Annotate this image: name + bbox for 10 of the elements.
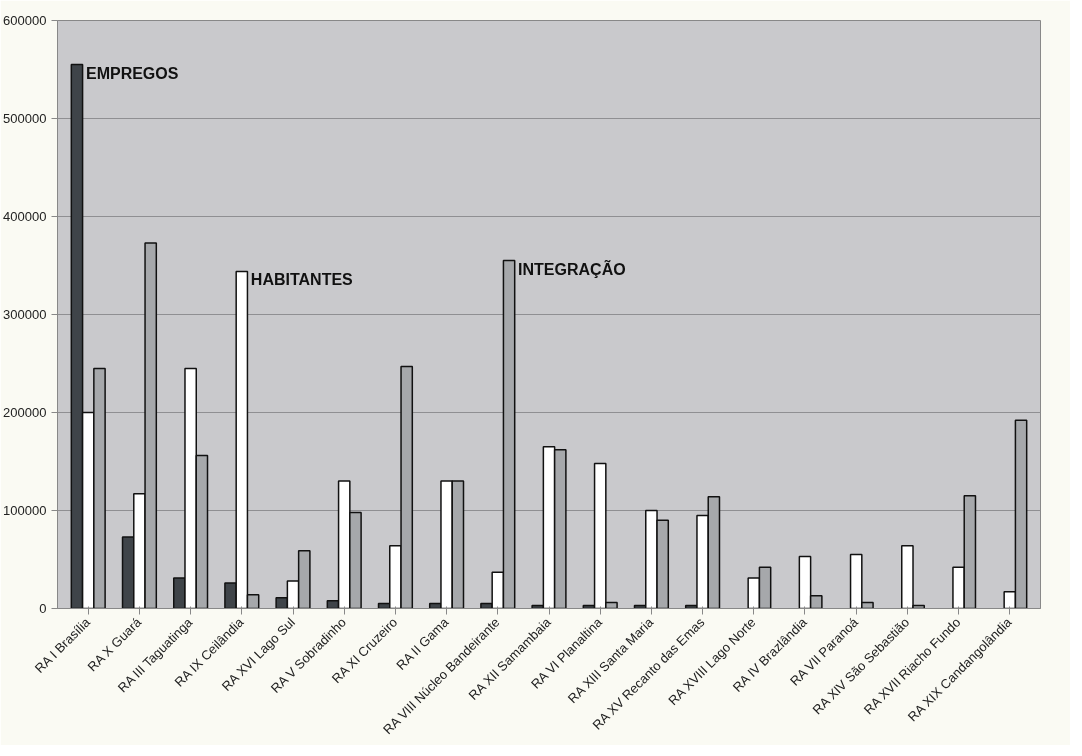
y-tick-label: 100000 — [3, 503, 47, 518]
y-tick-label: 400000 — [3, 209, 47, 224]
y-tick-label: 0 — [39, 601, 47, 616]
y-tick-label: 600000 — [3, 13, 47, 28]
series-label: EMPREGOS — [85, 64, 179, 82]
series-label: HABITANTES — [250, 271, 354, 289]
series-label: INTEGRAÇÃO — [518, 258, 626, 278]
y-tick-label: 300000 — [3, 307, 47, 322]
y-tick-label: 200000 — [3, 405, 47, 420]
y-tick-label: 500000 — [3, 111, 47, 126]
